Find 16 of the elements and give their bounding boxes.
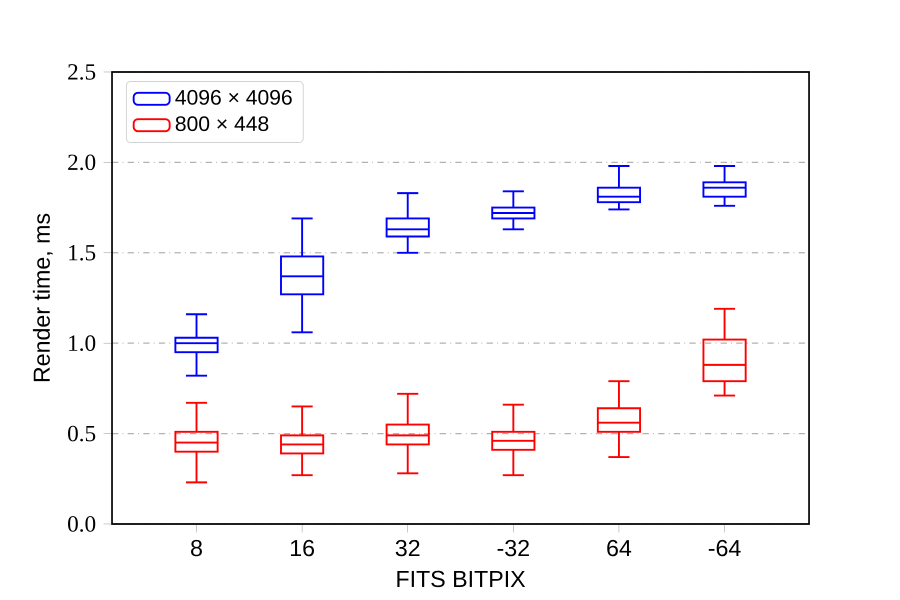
x-tick-label: -32: [498, 540, 529, 556]
y-tick-label: 1.5: [69, 244, 96, 261]
legend-label: 800 × 448: [176, 116, 268, 132]
y-tick-label: 0.5: [68, 426, 96, 442]
x-tick-label: 64: [607, 540, 632, 556]
x-tick-label: 16: [290, 540, 314, 556]
x-tick-label: -64: [708, 540, 741, 556]
legend-label: 4096 × 4096: [175, 90, 292, 105]
x-axis-title: FITS BITPIX: [397, 570, 526, 588]
x-tick-label: 32: [396, 540, 420, 556]
y-tick-label: 2.0: [68, 154, 96, 170]
y-tick-label: 2.5: [68, 64, 96, 80]
y-tick-label: 1.0: [69, 335, 96, 352]
y-axis-title: Render time, ms: [32, 214, 53, 382]
y-tick-label: 0.0: [68, 516, 96, 532]
x-tick-label: 8: [191, 540, 202, 556]
